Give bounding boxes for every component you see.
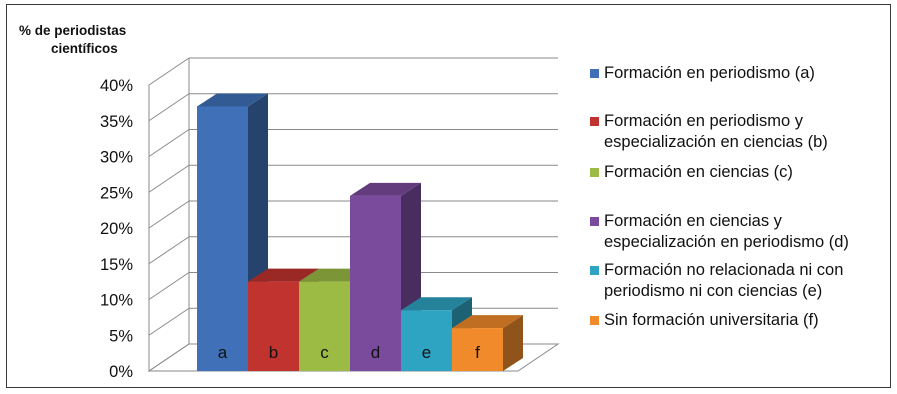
bar-label: d (371, 343, 380, 362)
bar-label: e (422, 343, 431, 362)
bar-f: f (452, 315, 523, 371)
legend-item: Formación en periodismo y especializació… (590, 111, 828, 153)
bar-a: a (197, 93, 268, 371)
legend-swatch (590, 69, 599, 78)
bar-front (350, 195, 401, 371)
gridline-side (148, 307, 190, 336)
bar-label: c (320, 343, 329, 362)
gridline-side (148, 57, 190, 86)
bar-front (299, 281, 350, 371)
bar-top (197, 93, 268, 107)
legend-label: Sin formación universitaria (f) (604, 311, 819, 329)
bar-label: f (475, 343, 480, 362)
legend-label: Formación no relacionada ni con periodis… (604, 261, 844, 300)
legend-swatch (590, 316, 599, 325)
gridline-side (148, 236, 190, 265)
legend-label: Formación en periodismo y especializació… (604, 112, 828, 151)
gridline-side (148, 164, 190, 193)
gridline-side (148, 272, 190, 300)
y-axis-title-line: % de periodistas (19, 23, 126, 38)
gridline-side (148, 200, 190, 229)
legend-swatch (590, 168, 599, 177)
gridline-side (148, 93, 190, 122)
legend-item: Formación en periodismo (a) (590, 63, 815, 84)
y-tick-label: 35% (100, 113, 133, 131)
bar-front (197, 106, 248, 371)
y-tick-label: 40% (100, 77, 133, 95)
bar-front (401, 310, 452, 371)
bar-chart: % de periodistas científicos 0% 5% 10% 15% 20… (19, 23, 560, 381)
y-axis-title-line: científicos (51, 41, 118, 56)
legend-label: Formación en ciencias y especialización … (604, 212, 849, 251)
bar-side (503, 315, 523, 371)
y-tick-label: 0% (109, 363, 133, 381)
y-axis-title: % de periodistas científicos (19, 23, 126, 56)
y-tick-label: 25% (100, 184, 133, 202)
legend-item: Sin formación universitaria (f) (590, 310, 819, 331)
legend-swatch (590, 117, 599, 126)
bar-top (452, 315, 523, 329)
legend-item: Formación en ciencias (c) (590, 162, 793, 183)
y-tick-label: 10% (100, 292, 133, 310)
y-tick-label: 20% (100, 220, 133, 238)
bar-front (248, 281, 299, 371)
y-tick-labels: 0% 5% 10% 15% 20% 25% 30% 35% 40% (100, 77, 133, 381)
y-tick-label: 30% (100, 149, 133, 167)
bar-front (452, 328, 503, 371)
bar-top (401, 297, 472, 311)
bars: a b c d e f (197, 93, 523, 371)
bar-label: b (269, 343, 278, 362)
legend-label: Formación en ciencias (c) (604, 163, 793, 181)
legend-item: Formación en ciencias y especialización … (590, 211, 849, 253)
chart-frame: % de periodistas científicos 0% 5% 10% 15% 20… (6, 4, 891, 388)
bar-top (350, 182, 421, 196)
y-tick-label: 5% (109, 327, 133, 345)
legend-swatch (590, 266, 599, 275)
y-tick-label: 15% (100, 256, 133, 274)
legend-swatch (590, 217, 599, 226)
gridline-side (148, 129, 190, 157)
bar-top (248, 268, 319, 282)
legend-item: Formación no relacionada ni con periodis… (590, 260, 843, 302)
legend-label: Formación en periodismo (a) (604, 64, 815, 82)
bar-label: a (218, 343, 228, 362)
